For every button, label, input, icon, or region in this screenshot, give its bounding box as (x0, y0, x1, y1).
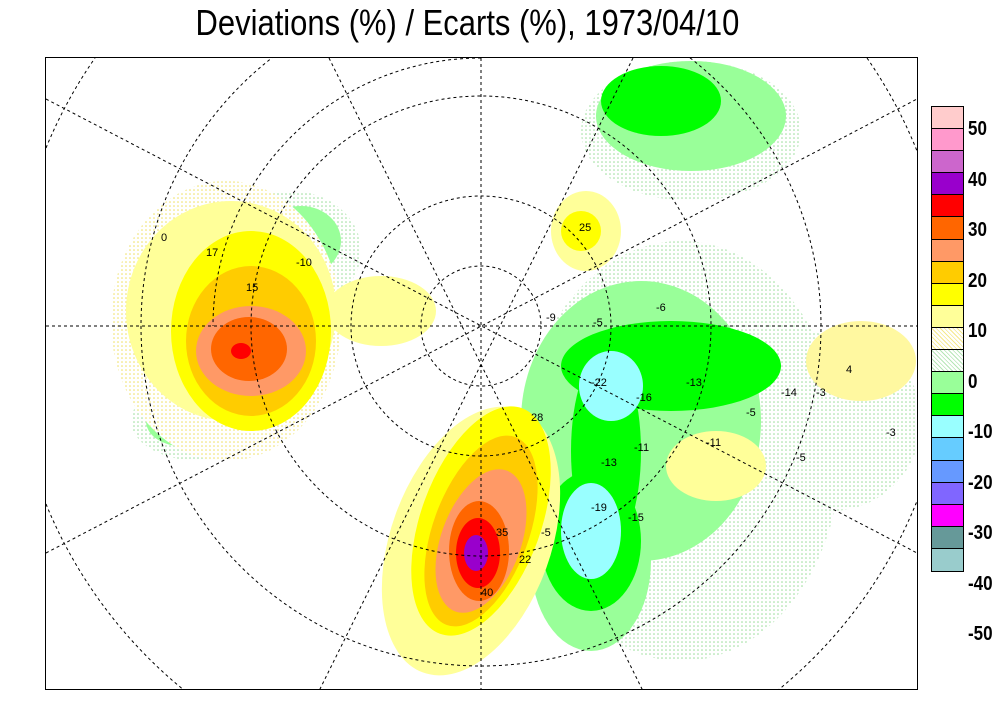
colorbar-swatch (932, 350, 963, 373)
colorbar-swatch (932, 438, 963, 461)
colorbar-swatch (932, 504, 963, 527)
svg-text:-5: -5 (541, 527, 551, 539)
colorbar-label: -50 (968, 623, 993, 645)
svg-text:35: 35 (496, 527, 508, 539)
colorbar-swatch (932, 327, 963, 351)
svg-text:-5: -5 (593, 317, 603, 329)
colorbar-swatch (932, 151, 963, 174)
svg-text:0: 0 (161, 232, 167, 244)
colorbar-swatch (932, 239, 963, 262)
colorbar-swatch (932, 261, 963, 284)
svg-text:-19: -19 (591, 502, 607, 514)
svg-text:40: 40 (481, 587, 493, 599)
svg-text:15: 15 (246, 282, 258, 294)
colorbar-swatch (932, 372, 963, 395)
svg-text:-14: -14 (781, 387, 797, 399)
svg-text:-10: -10 (296, 257, 312, 269)
svg-text:-5: -5 (746, 407, 756, 419)
colorbar-swatch (932, 460, 963, 483)
colorbar-label: -30 (968, 522, 993, 544)
colorbar-swatch (932, 482, 963, 505)
colorbar-swatch (932, 305, 963, 328)
svg-text:25: 25 (579, 222, 591, 234)
svg-text:-11: -11 (706, 437, 721, 449)
colorbar-swatch (932, 416, 963, 439)
colorbar-swatch (932, 173, 963, 196)
colorbar-label: 40 (968, 168, 987, 191)
contour-labels: 17 15 -10 0 -22 -16 -13 -11 -13 -19 -15 … (161, 222, 896, 599)
deviation-map: 17 15 -10 0 -22 -16 -13 -11 -13 -19 -15 … (45, 57, 918, 690)
svg-text:-11: -11 (634, 442, 649, 454)
svg-text:-15: -15 (628, 512, 644, 524)
colorbar-swatch (932, 107, 963, 130)
svg-text:4: 4 (846, 364, 852, 376)
colorbar-swatch (932, 195, 963, 218)
colorbar-swatch (932, 394, 963, 417)
svg-text:-16: -16 (636, 392, 652, 404)
colorbar-label: 50 (968, 118, 987, 140)
colorbar-swatch (932, 129, 963, 152)
map-canvas: 17 15 -10 0 -22 -16 -13 -11 -13 -19 -15 … (46, 58, 917, 689)
colorbar-label: -40 (968, 572, 993, 595)
colorbar-label: 20 (968, 269, 987, 292)
svg-text:28: 28 (531, 412, 543, 424)
colorbar (931, 106, 964, 572)
colorbar-swatch (932, 526, 963, 549)
colorbar-label: -10 (968, 421, 993, 443)
colorbar-swatch (932, 548, 963, 571)
colorbar-label: 10 (968, 320, 987, 342)
colorbar-swatch (932, 283, 963, 306)
svg-text:-3: -3 (816, 387, 826, 399)
svg-text:-22: -22 (591, 377, 607, 389)
svg-text:-9: -9 (546, 312, 556, 324)
map-title: Deviations (%) / Ecarts (%), 1973/04/10 (195, 2, 740, 43)
svg-text:-13: -13 (686, 377, 702, 389)
colorbar-label: -20 (968, 471, 993, 494)
yellow-regions (111, 181, 916, 676)
svg-text:22: 22 (519, 554, 531, 566)
svg-text:-6: -6 (656, 302, 666, 314)
svg-text:-5: -5 (796, 452, 806, 464)
colorbar-swatch (932, 217, 963, 240)
colorbar-label: 30 (968, 219, 987, 241)
svg-text:-13: -13 (601, 457, 617, 469)
svg-text:-3: -3 (886, 427, 896, 439)
svg-text:17: 17 (206, 247, 218, 259)
graticule (46, 58, 917, 689)
colorbar-label: 0 (968, 370, 978, 393)
